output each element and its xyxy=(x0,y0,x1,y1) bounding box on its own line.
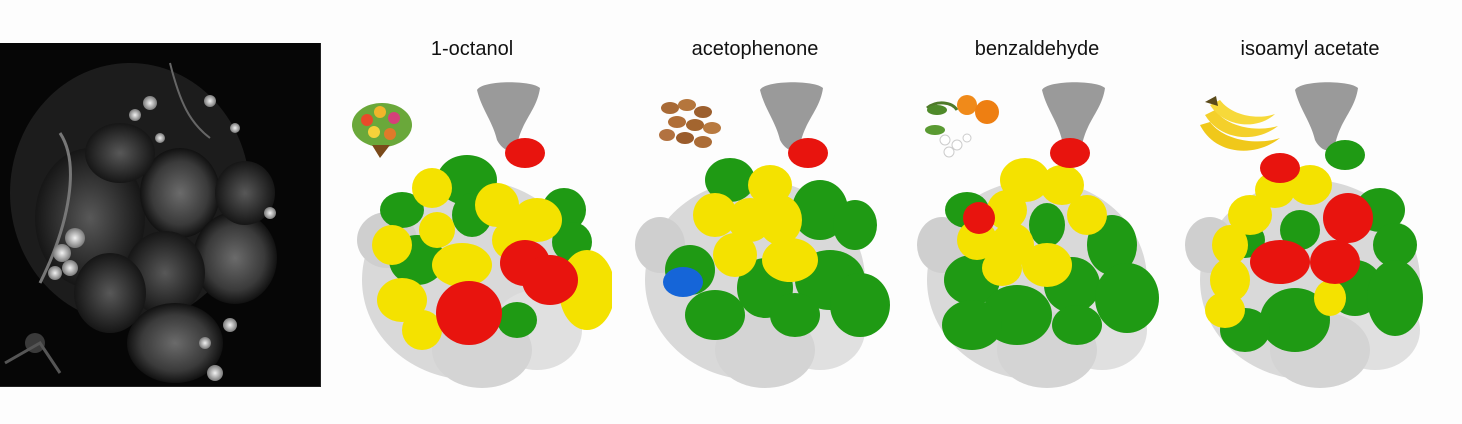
glomerular-map-acetophenone: acetophenone xyxy=(635,38,890,388)
panel-octanol: 1-octanol xyxy=(332,30,612,400)
panel-benzaldehyde: benzaldehyde xyxy=(897,30,1177,400)
orange-blossom-icon xyxy=(925,95,999,158)
glomerular-map-benzaldehyde: benzaldehyde xyxy=(917,38,1159,388)
glomerular-map-octanol: 1-octanol xyxy=(352,38,612,388)
panel-title-isoamyl-acetate: isoamyl acetate xyxy=(1241,38,1380,60)
panel-title-acetophenone: acetophenone xyxy=(692,38,819,60)
panel-acetophenone: acetophenone xyxy=(615,30,895,400)
almonds-icon xyxy=(659,99,721,148)
glomerular-map-isoamyl-acetate: isoamyl acetate xyxy=(1185,38,1423,388)
fruit-bouquet-icon xyxy=(352,103,412,158)
calcium-imaging-micrograph xyxy=(0,43,321,387)
panel-title-octanol: 1-octanol xyxy=(431,38,513,60)
banana-icon xyxy=(1200,96,1280,151)
panel-isoamyl-acetate: isoamyl acetate xyxy=(1170,30,1450,400)
panel-title-benzaldehyde: benzaldehyde xyxy=(975,38,1100,60)
